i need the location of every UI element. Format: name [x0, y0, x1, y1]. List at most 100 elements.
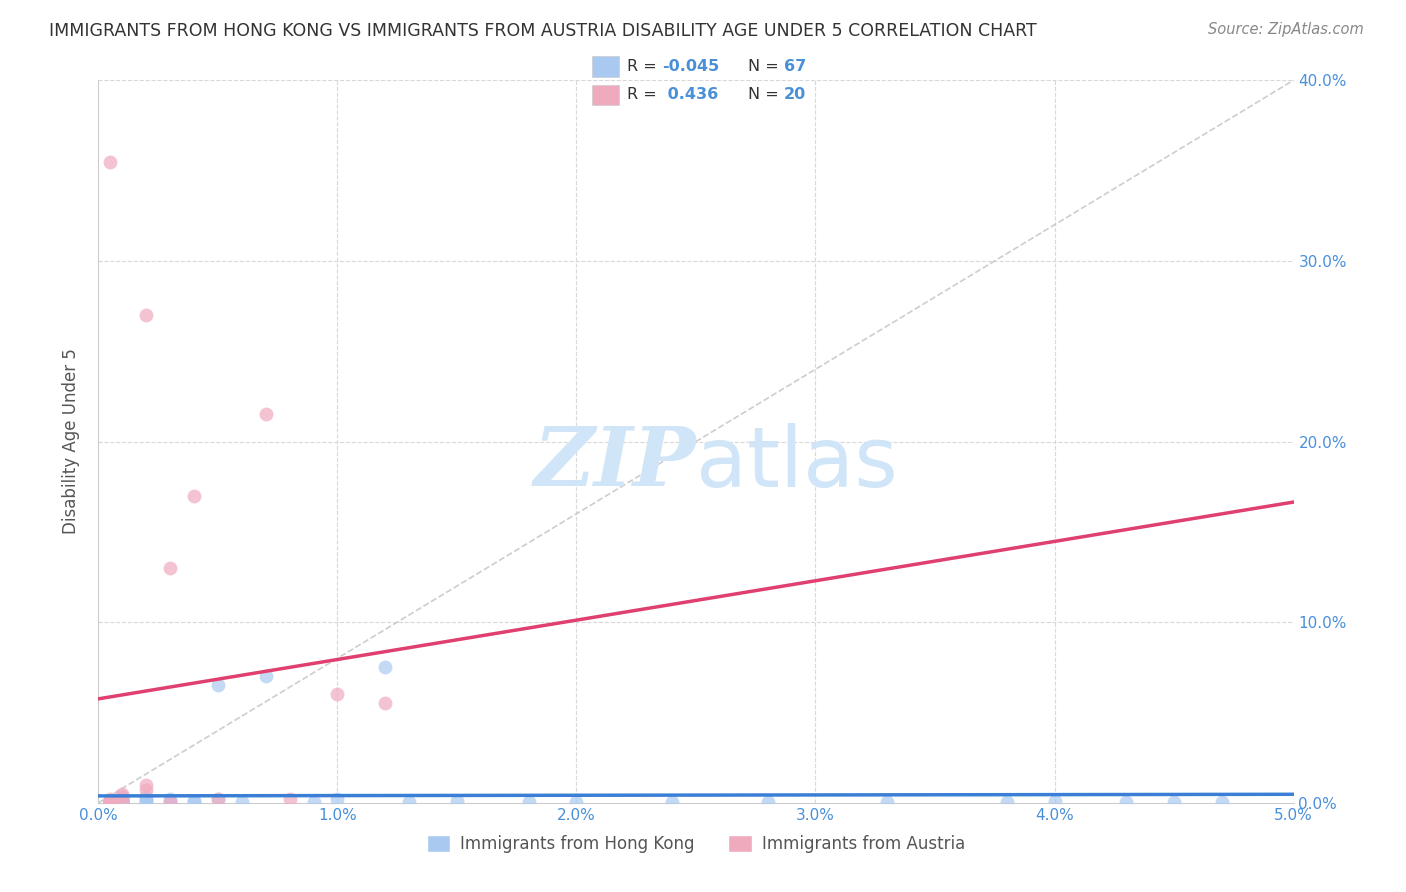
Point — [98, 794, 122, 808]
Point — [374, 660, 396, 674]
Text: R =: R = — [627, 59, 662, 74]
Point — [111, 792, 134, 806]
Point — [98, 795, 122, 809]
Point — [98, 795, 122, 809]
Point — [111, 795, 134, 809]
Point — [183, 794, 205, 808]
Point — [159, 795, 181, 809]
Point — [98, 795, 122, 809]
Point — [135, 783, 157, 797]
Point — [111, 794, 134, 808]
Legend: Immigrants from Hong Kong, Immigrants from Austria: Immigrants from Hong Kong, Immigrants fr… — [420, 828, 972, 860]
Point — [111, 789, 134, 803]
Point — [98, 795, 122, 809]
Point — [111, 794, 134, 808]
Point — [517, 795, 540, 809]
Point — [98, 795, 122, 809]
Point — [98, 794, 122, 808]
Point — [159, 561, 181, 575]
Point — [98, 795, 122, 809]
Point — [111, 792, 134, 806]
Point — [98, 795, 122, 809]
Point — [326, 687, 349, 701]
Bar — [592, 85, 619, 105]
Point — [98, 795, 122, 809]
Point — [98, 795, 122, 809]
Point — [446, 794, 468, 808]
Point — [326, 792, 349, 806]
Text: ZIP: ZIP — [533, 423, 696, 503]
Text: IMMIGRANTS FROM HONG KONG VS IMMIGRANTS FROM AUSTRIA DISABILITY AGE UNDER 5 CORR: IMMIGRANTS FROM HONG KONG VS IMMIGRANTS … — [49, 22, 1038, 40]
Point — [98, 792, 122, 806]
Point — [98, 795, 122, 809]
Point — [302, 795, 325, 809]
Point — [1163, 795, 1185, 809]
Point — [1043, 794, 1066, 808]
Text: N =: N = — [748, 87, 785, 102]
Text: 20: 20 — [783, 87, 806, 102]
Point — [111, 790, 134, 805]
Point — [565, 795, 588, 809]
Point — [98, 795, 122, 809]
Point — [183, 489, 205, 503]
Point — [135, 792, 157, 806]
Point — [98, 795, 122, 809]
Point — [159, 795, 181, 809]
Point — [98, 795, 122, 809]
Point — [98, 795, 122, 809]
Point — [111, 795, 134, 809]
Text: N =: N = — [748, 59, 785, 74]
Point — [756, 795, 779, 809]
Point — [135, 308, 157, 322]
Point — [254, 669, 277, 683]
Point — [98, 795, 122, 809]
Point — [207, 792, 229, 806]
Point — [98, 795, 122, 809]
Point — [254, 408, 277, 422]
Point — [98, 795, 122, 809]
Point — [98, 795, 122, 809]
Point — [98, 794, 122, 808]
Point — [111, 794, 134, 808]
Point — [98, 795, 122, 809]
Text: atlas: atlas — [696, 423, 897, 504]
Point — [1211, 795, 1233, 809]
Point — [111, 794, 134, 808]
Y-axis label: Disability Age Under 5: Disability Age Under 5 — [62, 349, 80, 534]
Point — [231, 795, 253, 809]
Point — [98, 154, 122, 169]
Point — [278, 792, 301, 806]
Point — [135, 795, 157, 809]
Point — [98, 795, 122, 809]
Point — [876, 795, 898, 809]
Point — [98, 795, 122, 809]
Point — [159, 792, 181, 806]
Point — [374, 697, 396, 711]
Bar — [592, 56, 619, 77]
Point — [207, 678, 229, 692]
Text: R =: R = — [627, 87, 662, 102]
Point — [98, 795, 122, 809]
Point — [207, 792, 229, 806]
Point — [98, 794, 122, 808]
Point — [135, 778, 157, 792]
Point — [98, 795, 122, 809]
Point — [98, 795, 122, 809]
Point — [98, 794, 122, 808]
Point — [111, 792, 134, 806]
Text: 0.436: 0.436 — [662, 87, 718, 102]
Point — [661, 795, 683, 809]
Point — [135, 794, 157, 808]
Point — [1115, 795, 1137, 809]
Text: -0.045: -0.045 — [662, 59, 718, 74]
Point — [98, 794, 122, 808]
Point — [111, 795, 134, 809]
Point — [98, 795, 122, 809]
Point — [183, 795, 205, 809]
Point — [98, 795, 122, 809]
Point — [995, 795, 1018, 809]
Text: 67: 67 — [783, 59, 806, 74]
Point — [111, 787, 134, 801]
Point — [398, 795, 420, 809]
Point — [98, 795, 122, 809]
